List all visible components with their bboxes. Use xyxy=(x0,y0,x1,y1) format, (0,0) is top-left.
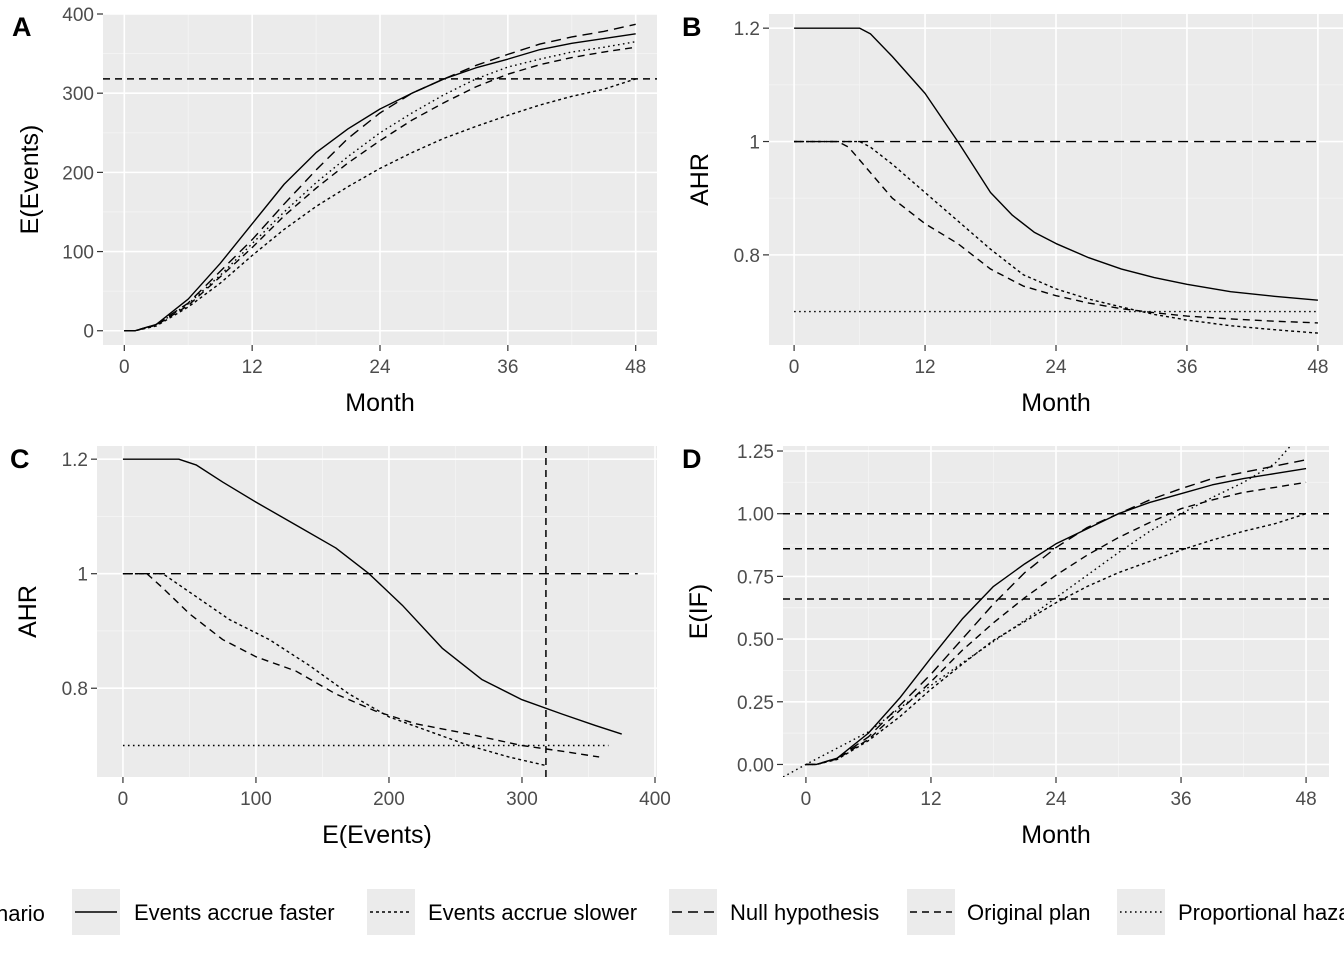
series-line-events-accrue-slower xyxy=(124,78,636,332)
series-line-null-hypothesis xyxy=(805,459,1307,766)
series-line-proportional-hazards xyxy=(124,41,636,332)
series-line-proportional-hazards xyxy=(783,446,1291,777)
series-line-original-plan xyxy=(805,481,1307,766)
gridlines xyxy=(103,13,657,345)
y-tick-label: 0.25 xyxy=(737,693,774,714)
axes: 0 100 200 300 400 0.8 1 1.2 E(Events) AHR xyxy=(14,450,671,849)
x-axis-title: Month xyxy=(345,389,414,417)
y-tick-label: 0.00 xyxy=(737,755,774,776)
series-line-events-accrue-faster xyxy=(794,27,1318,301)
series-line-events-accrue-faster xyxy=(805,467,1307,766)
series-line-original-plan xyxy=(124,46,636,332)
x-tick-label: 24 xyxy=(369,357,391,378)
x-tick-label: 36 xyxy=(1176,357,1197,378)
series-line-events-accrue-slower xyxy=(805,513,1307,766)
series-line-events-accrue-slower xyxy=(794,140,1318,334)
legend-label-events-accrue-slower: Events accrue slower xyxy=(428,900,637,925)
y-tick-label: 1.00 xyxy=(737,505,774,526)
legend-label-original-plan: Original plan xyxy=(967,900,1091,925)
x-tick-label: 24 xyxy=(1045,789,1067,810)
legend-title: nario xyxy=(0,901,45,926)
x-tick-label: 12 xyxy=(914,357,935,378)
series-line-original-plan xyxy=(794,140,1318,324)
panel-tag: B xyxy=(682,12,702,42)
axes: 0 12 24 36 48 0.00 0.25 0.50 0.75 1.00 1.25 Month E(… xyxy=(685,442,1317,849)
legend: nario Events accrue faster Events accrue… xyxy=(0,889,1344,935)
axes: 0 12 24 36 48 0.8 1 1.2 Month AHR xyxy=(686,19,1328,417)
panel-b: 0 12 24 36 48 0.8 1 1.2 Month AHR B xyxy=(682,12,1343,417)
legend-entry-null-hypothesis: Null hypothesis xyxy=(669,889,879,935)
y-tick-label: 0 xyxy=(83,322,94,343)
legend-entry-events-accrue-faster: Events accrue faster xyxy=(72,889,335,935)
x-tick-label: 300 xyxy=(506,789,538,810)
gridlines xyxy=(783,446,1329,777)
plot-background xyxy=(97,446,657,777)
x-tick-label: 400 xyxy=(639,789,671,810)
x-axis-title: Month xyxy=(1021,389,1090,417)
x-tick-label: 0 xyxy=(789,357,800,378)
series-line-events-accrue-slower xyxy=(122,573,547,767)
panel-tag: D xyxy=(682,444,702,474)
y-tick-label: 300 xyxy=(62,84,94,105)
series-lines xyxy=(783,446,1329,777)
x-tick-label: 12 xyxy=(920,789,941,810)
panel-tag: A xyxy=(12,12,32,42)
series-line-events-accrue-faster xyxy=(124,33,636,332)
y-tick-label: 400 xyxy=(62,5,94,26)
y-axis-title: E(Events) xyxy=(16,125,44,235)
x-tick-label: 36 xyxy=(1170,789,1191,810)
x-tick-label: 48 xyxy=(625,357,646,378)
series-lines xyxy=(794,27,1318,334)
y-tick-label: 1.25 xyxy=(737,442,774,463)
y-tick-label: 1 xyxy=(749,133,760,154)
x-tick-label: 12 xyxy=(242,357,263,378)
y-axis-title: AHR xyxy=(14,585,42,638)
panel-c: 0 100 200 300 400 0.8 1 1.2 E(Events) AHR C xyxy=(10,444,671,849)
panel-d: 0 12 24 36 48 0.00 0.25 0.50 0.75 1.00 1.25 Month E(… xyxy=(682,442,1329,849)
y-tick-label: 1.2 xyxy=(62,450,88,471)
x-tick-label: 36 xyxy=(497,357,518,378)
x-tick-label: 24 xyxy=(1045,357,1067,378)
x-tick-label: 48 xyxy=(1296,789,1317,810)
x-axis-title: E(Events) xyxy=(322,821,432,849)
y-tick-label: 0.50 xyxy=(737,630,774,651)
panel-tag: C xyxy=(10,444,30,474)
x-tick-label: 48 xyxy=(1307,357,1328,378)
axes: 0 12 24 36 48 0 100 200 300 400 Month E(Events) xyxy=(16,5,646,417)
legend-entry-original-plan: Original plan xyxy=(907,889,1091,935)
y-tick-label: 1 xyxy=(77,565,88,586)
series-lines xyxy=(122,446,638,777)
series-line-original-plan xyxy=(122,573,600,758)
y-tick-label: 100 xyxy=(62,243,94,264)
x-axis-title: Month xyxy=(1021,821,1090,849)
panel-a: 0 12 24 36 48 0 100 200 300 400 Month E(Events) A xyxy=(12,5,657,417)
y-tick-label: 0.8 xyxy=(734,246,760,267)
legend-entry-events-accrue-slower: Events accrue slower xyxy=(367,889,637,935)
y-axis-title: AHR xyxy=(686,153,714,206)
x-tick-label: 100 xyxy=(240,789,272,810)
legend-label-events-accrue-faster: Events accrue faster xyxy=(134,900,335,925)
y-axis-title: E(IF) xyxy=(685,584,713,640)
y-tick-label: 200 xyxy=(62,163,94,184)
x-tick-label: 0 xyxy=(801,789,812,810)
x-tick-label: 0 xyxy=(119,357,130,378)
y-tick-label: 1.2 xyxy=(734,19,760,40)
y-tick-label: 0.75 xyxy=(737,567,774,588)
x-tick-label: 200 xyxy=(373,789,405,810)
series-lines xyxy=(103,23,657,332)
legend-entry-proportional-hazards: Proportional haza xyxy=(1117,889,1344,935)
legend-label-null-hypothesis: Null hypothesis xyxy=(730,900,879,925)
y-tick-label: 0.8 xyxy=(62,679,88,700)
legend-label-proportional-hazards: Proportional haza xyxy=(1178,900,1344,925)
x-tick-label: 0 xyxy=(118,789,129,810)
